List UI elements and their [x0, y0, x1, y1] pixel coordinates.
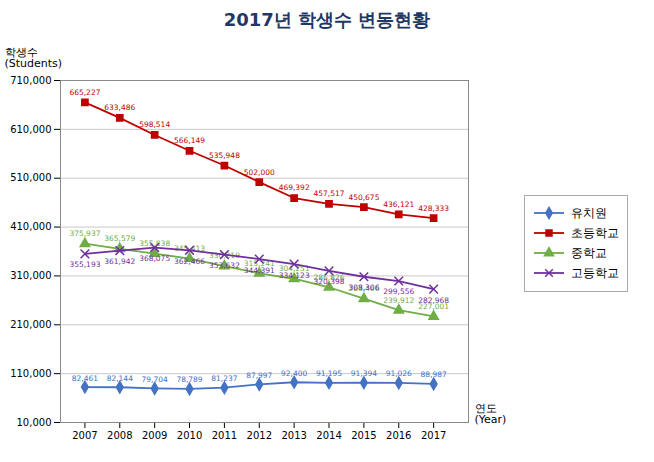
svg-text:연도(Year): 연도(Year)	[475, 402, 507, 426]
svg-text:330,219: 330,219	[208, 251, 240, 261]
html-text:고등학교: 고등학교	[571, 265, 619, 280]
svg-text:428,333: 428,333	[418, 204, 449, 213]
svg-text:566,149: 566,149	[174, 136, 205, 145]
svg-text:362,466: 362,466	[174, 257, 205, 266]
svg-text:299,556: 299,556	[383, 287, 414, 296]
svg-text:320,398: 320,398	[314, 277, 345, 286]
svg-text:450,675: 450,675	[348, 193, 379, 202]
svg-text:2015: 2015	[351, 430, 376, 441]
svg-text:610,000: 610,000	[10, 124, 51, 135]
svg-text:310,000: 310,000	[10, 270, 51, 281]
svg-text:355,838: 355,838	[139, 238, 171, 248]
html-text:중학교: 중학교	[571, 245, 607, 260]
html-text:초등학교: 초등학교	[571, 225, 619, 240]
svg-text:91,026: 91,026	[386, 369, 412, 378]
svg-text:2007: 2007	[72, 430, 97, 441]
svg-text:410,000: 410,000	[10, 221, 51, 232]
svg-text:87,997: 87,997	[246, 371, 272, 380]
svg-text:227,001: 227,001	[418, 301, 450, 311]
svg-text:2011: 2011	[212, 430, 237, 441]
html-text:2017년 학생수 변동현황: 2017년 학생수 변동현황	[223, 9, 431, 30]
svg-text:110,000: 110,000	[10, 368, 51, 379]
svg-text:353,632: 353,632	[209, 261, 240, 270]
svg-text:345,413: 345,413	[174, 244, 205, 253]
svg-text:633,486: 633,486	[104, 103, 135, 112]
svg-text:535,948: 535,948	[209, 151, 240, 160]
svg-text:2012: 2012	[247, 430, 272, 441]
svg-text:665,227: 665,227	[69, 88, 100, 97]
svg-text:457,517: 457,517	[314, 189, 345, 198]
svg-text:510,000: 510,000	[10, 172, 51, 183]
svg-text:375,937: 375,937	[69, 229, 100, 238]
svg-text:365,579: 365,579	[104, 234, 135, 243]
svg-text:469,392: 469,392	[279, 183, 310, 192]
svg-text:368,075: 368,075	[139, 254, 170, 263]
svg-text:2009: 2009	[142, 430, 167, 441]
svg-text:361,942: 361,942	[104, 257, 135, 266]
svg-text:355,193: 355,193	[69, 260, 100, 269]
svg-text:82,144: 82,144	[107, 374, 133, 383]
svg-text:282,968: 282,968	[418, 296, 449, 305]
svg-text:91,195: 91,195	[316, 369, 342, 378]
svg-text:334,123: 334,123	[279, 271, 310, 280]
svg-text:88,987: 88,987	[421, 370, 447, 379]
svg-text:82,461: 82,461	[72, 373, 98, 382]
svg-text:2010: 2010	[177, 430, 202, 441]
svg-text:344,391: 344,391	[244, 266, 275, 275]
svg-text:78,789: 78,789	[176, 375, 202, 384]
svg-text:210,000: 210,000	[10, 319, 51, 330]
svg-text:학생수(Students): 학생수(Students)	[5, 46, 63, 70]
svg-text:2016: 2016	[386, 430, 411, 441]
svg-text:10,000: 10,000	[17, 417, 52, 428]
svg-text:81,237: 81,237	[211, 374, 237, 383]
svg-text:436,121: 436,121	[383, 200, 414, 209]
svg-text:308,306: 308,306	[348, 283, 379, 292]
svg-text:2013: 2013	[281, 430, 306, 441]
svg-text:2014: 2014	[316, 430, 341, 441]
svg-text:598,514: 598,514	[139, 120, 170, 129]
svg-text:710,000: 710,000	[10, 75, 51, 86]
svg-text:79,704: 79,704	[142, 375, 168, 384]
html-text:유치원: 유치원	[571, 205, 607, 220]
svg-text:263,466: 263,466	[348, 284, 379, 293]
svg-text:502,000: 502,000	[244, 168, 275, 177]
svg-text:2008: 2008	[107, 430, 132, 441]
svg-text:239,912: 239,912	[383, 296, 414, 305]
svg-text:91,394: 91,394	[351, 369, 377, 378]
svg-text:2017: 2017	[421, 430, 446, 441]
svg-text:92,400: 92,400	[281, 369, 307, 378]
